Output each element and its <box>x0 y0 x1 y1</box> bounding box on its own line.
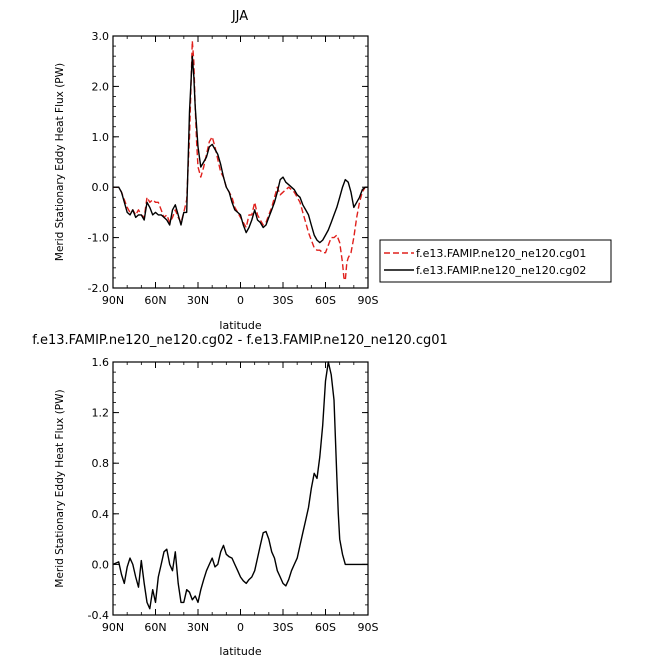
x-tick-label: 90S <box>358 294 379 307</box>
y-axis-label: Merid Stationary Eddy Heat Flux (PW) <box>54 389 66 587</box>
legend: f.e13.FAMIP.ne120_ne120.cg01 f.e13.FAMIP.… <box>379 239 612 283</box>
x-tick-label: 30N <box>187 294 209 307</box>
series-line-1 <box>112 361 368 610</box>
x-tick-label: 60S <box>315 294 336 307</box>
top-chart: 90N 60N 30N 0 30S 60S 90S -2.0 -1.0 0.0 1.0 2.0 3.0 J… <box>54 9 379 332</box>
x-tick-label: 60N <box>144 294 166 307</box>
x-tick-label: 0 <box>237 294 244 307</box>
y-tick-label: 1.2 <box>92 407 110 420</box>
y-tick-label: 0.0 <box>92 181 110 194</box>
y-axis-label: Merid Stationary Eddy Heat Flux (PW) <box>54 63 66 261</box>
series-line-1 <box>113 40 368 282</box>
legend-label-2: f.e13.FAMIP.ne120_ne120.cg02 <box>416 264 586 277</box>
x-tick-label: 60N <box>144 621 166 634</box>
plot-frame <box>112 35 369 289</box>
x-tick-label: 30N <box>187 621 209 634</box>
y-tick-label: 1.0 <box>92 131 110 144</box>
legend-box <box>379 239 612 283</box>
x-axis-label: latitude <box>219 319 261 332</box>
x-tick-label: 60S <box>315 621 336 634</box>
x-tick-label: 0 <box>237 621 244 634</box>
chart-title: JJA <box>231 9 248 24</box>
x-tick-label: 30S <box>273 294 294 307</box>
y-tick-label: 2.0 <box>92 80 110 93</box>
x-tick-label: 30S <box>273 621 294 634</box>
x-tick-label: 90N <box>102 294 124 307</box>
series-line-2 <box>113 55 368 244</box>
chart-title: f.e13.FAMIP.ne120_ne120.cg02 - f.e13.FAM… <box>32 333 448 348</box>
y-tick-label: -2.0 <box>88 282 109 295</box>
y-tick-label: -0.4 <box>88 609 109 622</box>
y-tick-label: 0.4 <box>92 508 110 521</box>
x-tick-label: 90S <box>358 621 379 634</box>
x-tick-label: 90N <box>102 621 124 634</box>
y-tick-label: 1.6 <box>92 356 110 369</box>
y-tick-label: -1.0 <box>88 232 109 245</box>
x-axis-label: latitude <box>219 645 261 658</box>
y-tick-label: 3.0 <box>92 30 110 43</box>
legend-label-1: f.e13.FAMIP.ne120_ne120.cg01 <box>416 247 586 260</box>
y-tick-label: 0.8 <box>92 457 110 470</box>
y-tick-label: 0.0 <box>92 558 110 571</box>
bottom-chart: 90N 60N 30N 0 30S 60S 90S -0.4 0.0 0.4 0.8 1.2 1.6 f.… <box>32 333 448 658</box>
